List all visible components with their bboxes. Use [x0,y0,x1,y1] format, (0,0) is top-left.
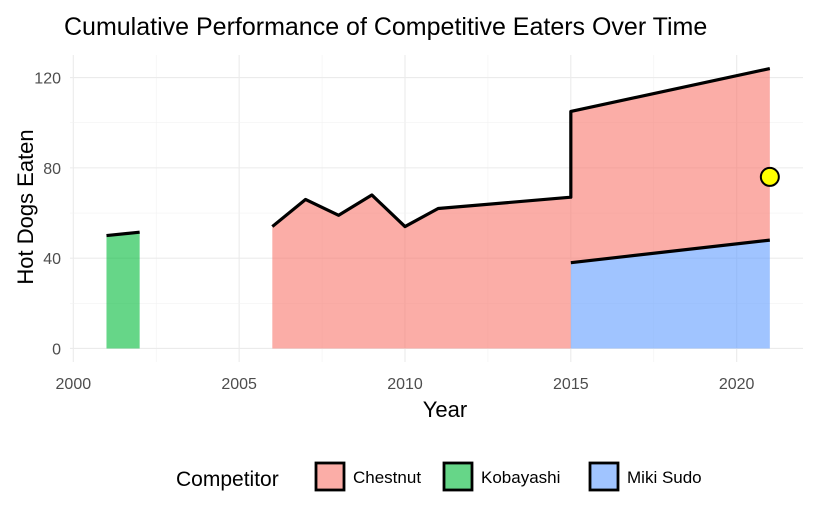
x-axis-title: Year [423,397,467,422]
legend-label-miki-sudo: Miki Sudo [627,468,702,487]
area-kobayashi [106,232,140,349]
y-tick-label: 80 [43,161,61,178]
y-tick-label: 120 [34,71,61,88]
legend-key-miki-sudo [588,461,620,492]
x-tick-label: 2015 [553,376,589,393]
legend-label-kobayashi: Kobayashi [481,468,560,487]
highlight-layer [759,166,780,187]
chart-title: Cumulative Performance of Competitive Ea… [64,13,707,41]
x-tick-label: 2000 [56,376,92,393]
legend-key-kobayashi [442,461,474,492]
highlight-point [759,166,780,187]
tick-labels: 2000 2005 2010 2015 2020 0 40 80 120 [34,71,754,393]
legend-title: Competitor [176,468,279,491]
y-axis-title: Hot Dogs Eaten [13,129,38,284]
outline-layer [106,66,771,265]
area-layer [106,68,770,349]
area-chestnut [272,68,770,349]
y-tick-label: 0 [52,341,61,358]
y-tick-label: 40 [43,251,61,268]
outline-chestnut [271,66,771,229]
outline-miki-sudo [570,238,771,265]
area-miki-sudo [570,240,770,349]
outline-kobayashi [106,230,140,238]
x-tick-label: 2010 [387,376,423,393]
legend: Competitor Chestnut Kobayashi Miki Sudo [176,461,702,492]
legend-key-chestnut [314,461,346,492]
x-tick-label: 2005 [221,376,257,393]
x-tick-label: 2020 [719,376,755,393]
legend-label-chestnut: Chestnut [353,468,421,487]
